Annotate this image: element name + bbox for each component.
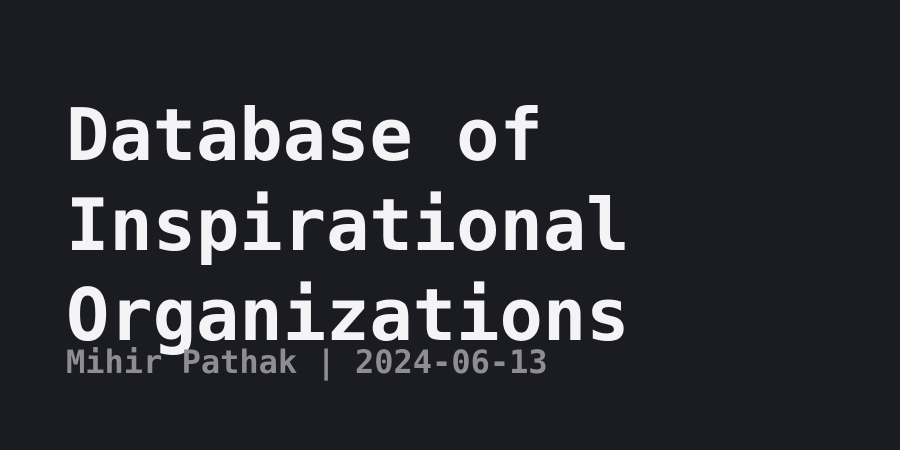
title-line: Database of xyxy=(66,93,543,177)
page-title: Database of Inspirational Organizations xyxy=(66,90,866,360)
author-date-byline: Mihir Pathak | 2024-06-13 xyxy=(66,343,548,381)
title-line: Inspirational xyxy=(66,183,630,267)
title-line: Organizations xyxy=(66,273,630,357)
